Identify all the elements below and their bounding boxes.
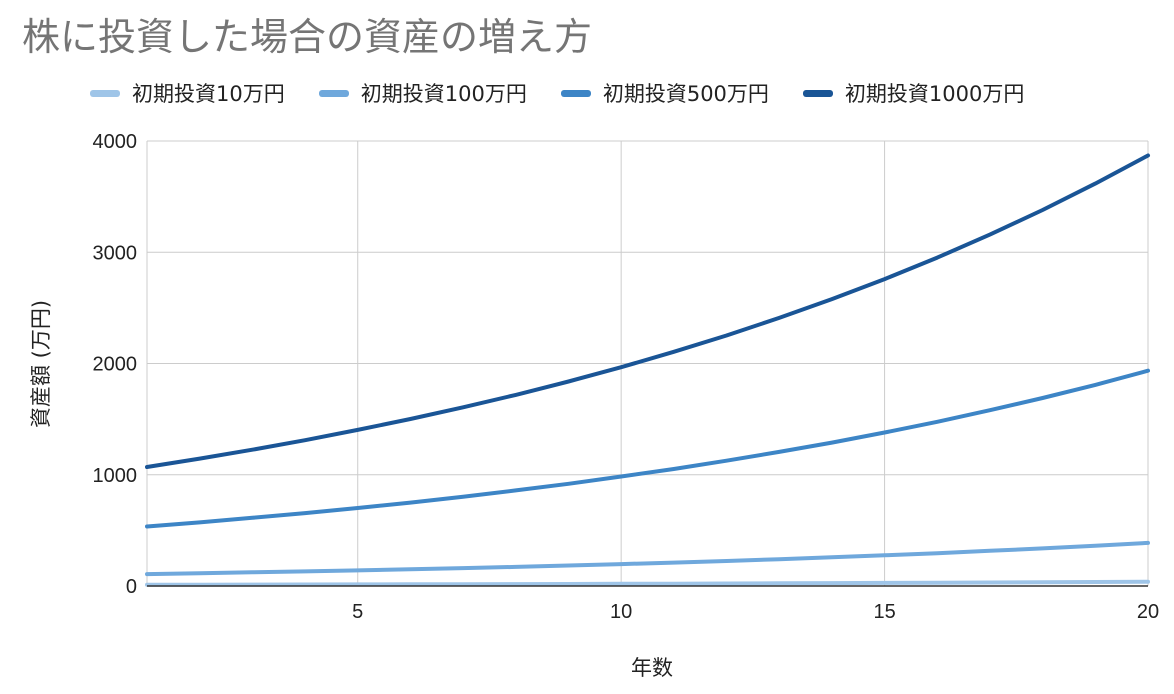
x-tick-label-15: 15 xyxy=(873,601,895,623)
legend-label-500: 初期投資500万円 xyxy=(602,82,769,106)
y-axis-label: 資産額 (万円) xyxy=(29,299,54,428)
legend-item-1000[interactable]: 初期投資1000万円 xyxy=(802,78,1025,108)
legend: 初期投資10万円 初期投資100万円 初期投資500万円 初期投資1000万円 xyxy=(90,78,1058,108)
legend-swatch-10 xyxy=(90,89,120,97)
legend-swatch-500 xyxy=(560,89,591,97)
legend-swatch-1000 xyxy=(802,89,833,97)
series-line-1 xyxy=(145,540,1150,577)
chart-title: 株に投資した場合の資産の増え方 xyxy=(22,15,593,59)
series-line-0 xyxy=(145,579,1150,587)
legend-label-10: 初期投資10万円 xyxy=(132,82,285,106)
x-tick-label-20: 20 xyxy=(1137,601,1159,623)
x-axis-label: 年数 xyxy=(631,656,673,680)
x-tick-label-10: 10 xyxy=(610,601,632,623)
legend-item-10[interactable]: 初期投資10万円 xyxy=(90,78,285,108)
y-tick-label-1000: 1000 xyxy=(93,465,138,487)
y-tick-label-4000: 4000 xyxy=(93,131,138,153)
legend-item-100[interactable]: 初期投資100万円 xyxy=(318,78,527,108)
series-line-3 xyxy=(145,153,1150,469)
y-tick-label-2000: 2000 xyxy=(93,354,138,376)
x-tick-label-5: 5 xyxy=(352,601,363,623)
legend-item-500[interactable]: 初期投資500万円 xyxy=(560,78,769,108)
y-tick-label-0: 0 xyxy=(126,576,137,598)
y-tick-label-3000: 3000 xyxy=(93,242,138,264)
legend-label-1000: 初期投資1000万円 xyxy=(844,82,1025,106)
series-line-2 xyxy=(145,368,1150,529)
legend-label-100: 初期投資100万円 xyxy=(360,82,527,106)
legend-swatch-100 xyxy=(318,89,349,97)
